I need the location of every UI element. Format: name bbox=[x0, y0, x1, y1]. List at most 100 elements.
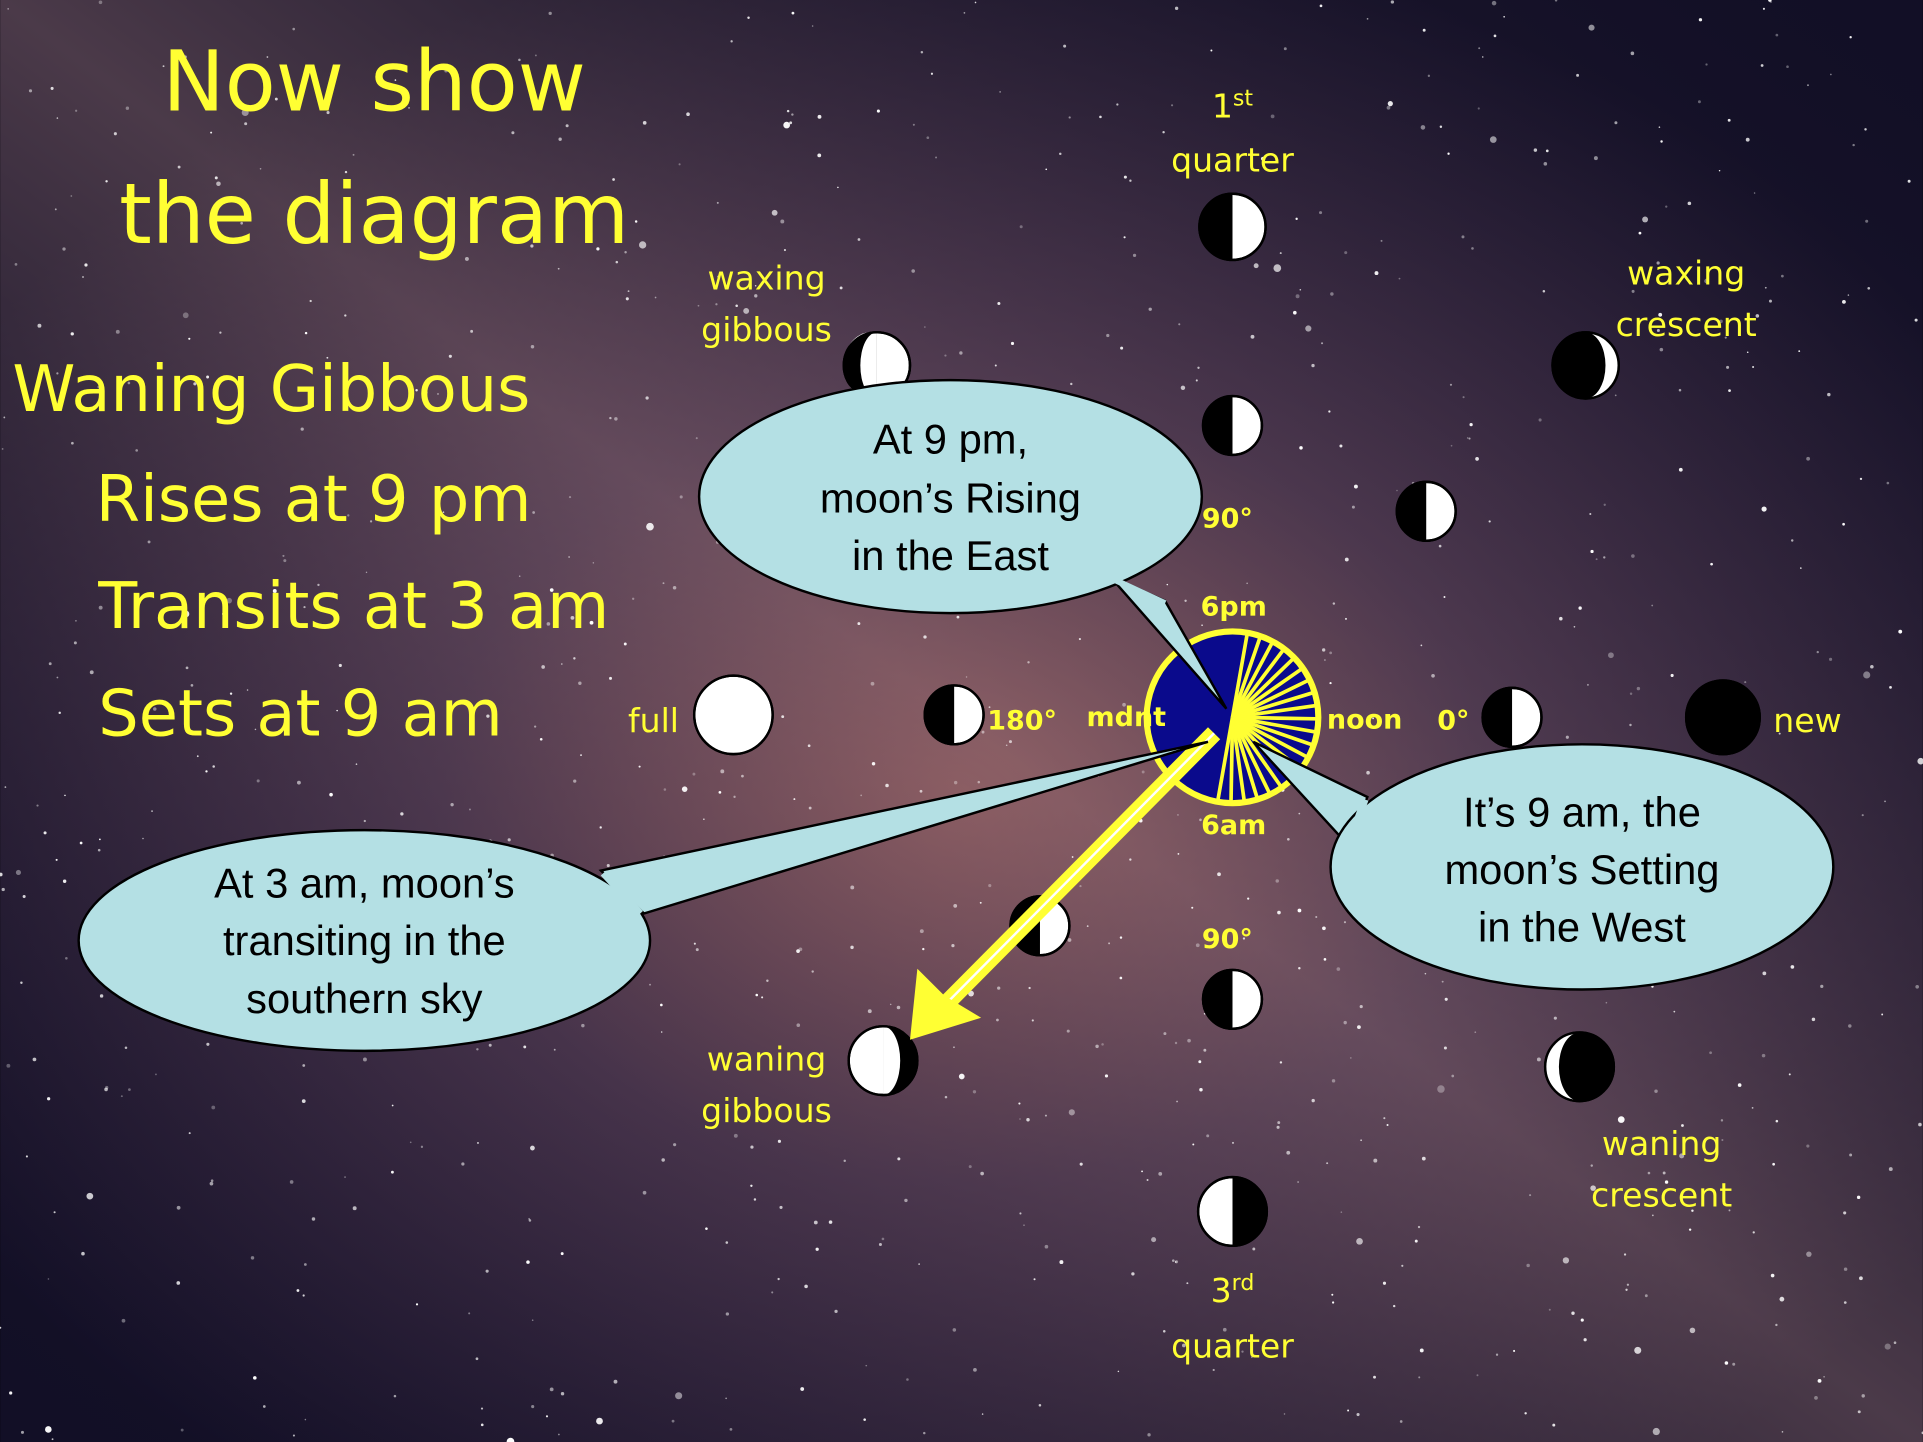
star bbox=[250, 1256, 255, 1260]
callout-text: southern sky bbox=[246, 975, 483, 1022]
third-quarter-label: quarter bbox=[1171, 1326, 1294, 1365]
star bbox=[1790, 539, 1794, 542]
star bbox=[753, 1198, 757, 1201]
star bbox=[531, 1319, 534, 1321]
star bbox=[1638, 231, 1642, 235]
star bbox=[1, 887, 5, 892]
star bbox=[697, 304, 700, 307]
star bbox=[37, 323, 42, 328]
star bbox=[1788, 1073, 1791, 1076]
moon bbox=[1543, 1031, 1616, 1103]
star bbox=[336, 709, 338, 712]
star bbox=[75, 109, 78, 112]
star bbox=[302, 1064, 306, 1067]
star bbox=[1849, 1153, 1853, 1157]
star bbox=[1044, 1244, 1049, 1249]
star bbox=[1203, 1012, 1206, 1015]
star bbox=[113, 132, 117, 136]
star bbox=[573, 779, 577, 783]
star bbox=[326, 356, 329, 359]
time-label: 6am bbox=[1201, 810, 1266, 841]
star bbox=[1593, 156, 1598, 161]
star bbox=[1322, 648, 1326, 652]
star bbox=[1123, 236, 1126, 239]
star bbox=[850, 945, 854, 950]
star bbox=[1195, 943, 1200, 948]
star bbox=[867, 1009, 872, 1014]
star bbox=[1471, 247, 1474, 250]
star bbox=[3, 416, 6, 419]
star bbox=[1842, 522, 1845, 526]
star bbox=[1131, 1272, 1135, 1276]
callout: At 9 pm, moon’s Rising in the East bbox=[697, 378, 1228, 710]
star bbox=[1662, 1171, 1666, 1175]
star bbox=[999, 91, 1001, 93]
star bbox=[1044, 1114, 1047, 1117]
star bbox=[1008, 740, 1012, 744]
star bbox=[1861, 814, 1864, 817]
star bbox=[1886, 481, 1890, 485]
star bbox=[1106, 333, 1110, 338]
star bbox=[1031, 1019, 1034, 1022]
star bbox=[730, 40, 733, 43]
star bbox=[1786, 65, 1789, 69]
star bbox=[20, 1430, 24, 1434]
third-quarter-label: 3rd bbox=[1211, 1271, 1255, 1310]
star bbox=[1823, 1375, 1825, 1378]
star bbox=[1311, 363, 1315, 368]
star bbox=[1372, 717, 1374, 720]
star bbox=[534, 54, 537, 57]
star bbox=[1847, 294, 1850, 296]
star bbox=[980, 1171, 984, 1176]
star bbox=[771, 1291, 774, 1294]
star bbox=[1319, 4, 1323, 8]
star bbox=[1772, 1162, 1776, 1166]
star bbox=[1028, 986, 1031, 990]
moon bbox=[1196, 1175, 1269, 1248]
star bbox=[1148, 307, 1152, 311]
star bbox=[1026, 1118, 1030, 1122]
star bbox=[304, 1418, 307, 1421]
star bbox=[206, 375, 210, 379]
star bbox=[1576, 73, 1580, 77]
star bbox=[212, 765, 215, 768]
star bbox=[486, 714, 490, 718]
star bbox=[673, 1143, 677, 1147]
star bbox=[355, 763, 358, 765]
star bbox=[1629, 692, 1633, 695]
star bbox=[1401, 1264, 1404, 1267]
star bbox=[1206, 1134, 1210, 1138]
star bbox=[1068, 1109, 1075, 1116]
star bbox=[1203, 1048, 1207, 1052]
star bbox=[1687, 201, 1692, 206]
star bbox=[1647, 1171, 1651, 1175]
callout-text: in the East bbox=[852, 532, 1049, 579]
star bbox=[1710, 562, 1713, 566]
star bbox=[1387, 101, 1393, 107]
star bbox=[1859, 1276, 1863, 1281]
star bbox=[779, 1205, 783, 1209]
star bbox=[1023, 1224, 1025, 1226]
star bbox=[1495, 1353, 1499, 1356]
star bbox=[0, 1326, 2, 1329]
moon bbox=[1201, 394, 1264, 457]
star bbox=[988, 706, 991, 709]
star bbox=[839, 286, 843, 290]
star bbox=[1864, 128, 1867, 131]
star bbox=[1656, 261, 1660, 265]
star bbox=[1751, 1106, 1754, 1109]
star bbox=[1816, 650, 1819, 654]
star bbox=[1779, 1296, 1785, 1302]
star bbox=[1800, 567, 1802, 569]
star bbox=[1162, 1329, 1166, 1333]
star bbox=[634, 220, 638, 223]
star bbox=[1658, 126, 1661, 128]
star bbox=[568, 495, 572, 499]
star bbox=[1295, 217, 1298, 220]
star bbox=[678, 163, 681, 166]
star bbox=[754, 294, 758, 298]
star bbox=[1293, 310, 1297, 315]
star bbox=[65, 956, 68, 960]
star bbox=[1752, 366, 1755, 369]
star bbox=[292, 27, 296, 31]
